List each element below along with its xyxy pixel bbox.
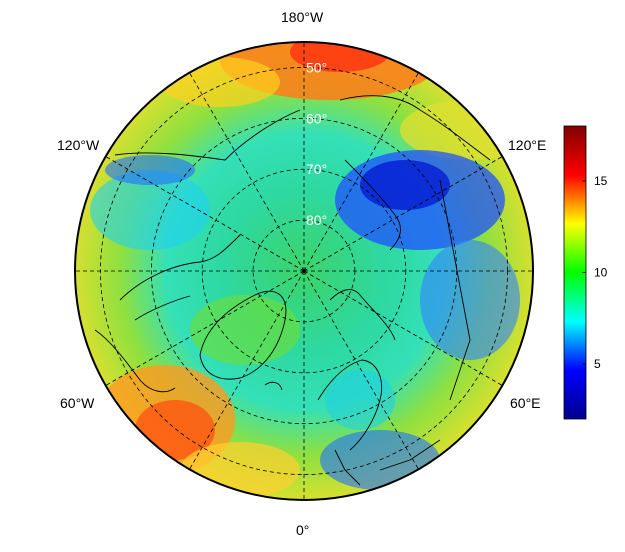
meridian-line bbox=[105, 270, 305, 386]
lat-label: 60° bbox=[306, 110, 327, 126]
lat-label: 80° bbox=[306, 212, 327, 228]
greenland-coast bbox=[199, 290, 287, 380]
yellow-region-north bbox=[160, 57, 280, 107]
labrador-coast bbox=[94, 329, 176, 393]
lon-label-60e: 60°E bbox=[510, 395, 541, 411]
siberia-coast-east bbox=[339, 95, 491, 161]
latitude-labels: 50° 60° 70° 80° bbox=[306, 59, 327, 228]
colorbar-ticks: 5 10 15 bbox=[582, 174, 608, 371]
novaya-zemlya-coast bbox=[329, 289, 396, 341]
map-boundary bbox=[74, 41, 534, 501]
yellow-region-south bbox=[180, 442, 300, 498]
colorbar-tick-label: 10 bbox=[594, 266, 608, 280]
lon-label-60w: 60°W bbox=[60, 395, 95, 411]
meridian-line bbox=[105, 156, 305, 272]
lon-label-0: 0° bbox=[296, 522, 310, 538]
coldest-region-siberia bbox=[360, 160, 450, 210]
meridian-line bbox=[189, 72, 305, 272]
canada-coast bbox=[119, 234, 241, 321]
blue-region-alaska bbox=[105, 155, 195, 185]
meridian-line bbox=[303, 72, 419, 272]
cyan-region-canada bbox=[90, 170, 210, 250]
cold-region-east bbox=[420, 240, 520, 360]
scandinavia-coast bbox=[317, 359, 382, 451]
meridian-line bbox=[303, 270, 503, 386]
siberia-coast-central bbox=[344, 159, 401, 251]
lon-label-180w: 180°W bbox=[281, 9, 324, 25]
hot-region-north bbox=[290, 42, 390, 72]
meridian-line bbox=[189, 270, 305, 470]
lat-label: 70° bbox=[306, 161, 327, 177]
parallel-60 bbox=[150, 117, 458, 425]
green-region-greenland bbox=[190, 295, 300, 365]
colorbar-tick-label: 15 bbox=[594, 174, 608, 188]
cyan-region-scandinavia bbox=[325, 370, 395, 430]
europe-borders bbox=[334, 439, 441, 486]
meridian-line bbox=[303, 156, 503, 272]
graticule bbox=[75, 42, 533, 500]
lon-label-120e: 120°E bbox=[508, 137, 547, 153]
colorbar-tick-label: 5 bbox=[594, 357, 601, 371]
iceland-coast bbox=[264, 381, 283, 391]
lon-label-120w: 120°W bbox=[57, 137, 100, 153]
meridian-line bbox=[303, 270, 419, 470]
lat-label: 50° bbox=[306, 59, 327, 75]
alaska-coast bbox=[114, 109, 301, 161]
